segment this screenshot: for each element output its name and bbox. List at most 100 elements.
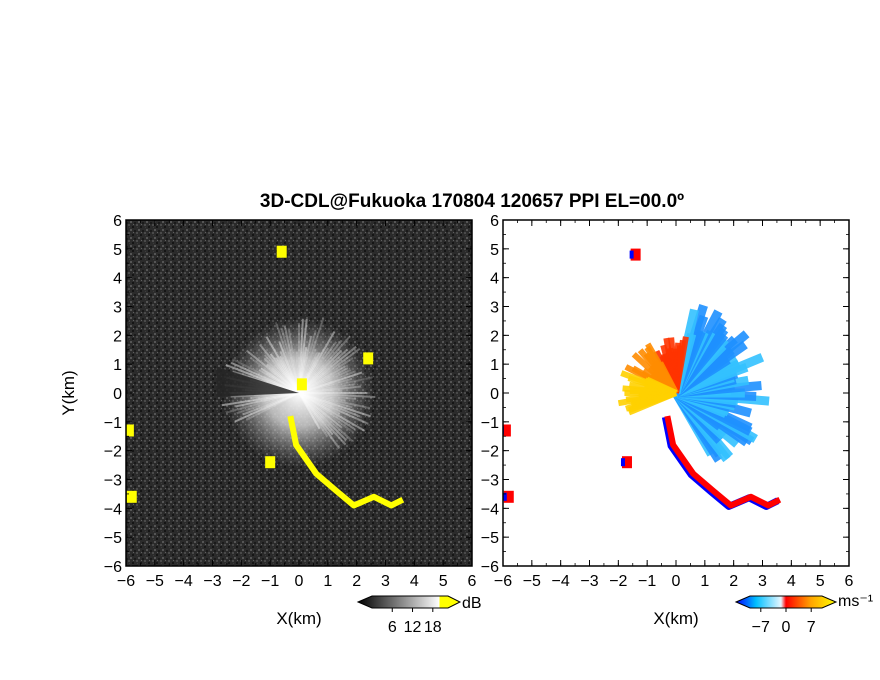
- y-tick-label: 3: [113, 300, 122, 317]
- echo-ray: [298, 335, 351, 394]
- echo-ray: [298, 392, 357, 400]
- velocity-colorbar-unit: ms⁻¹: [838, 593, 873, 610]
- y-tick-label: 4: [490, 271, 499, 288]
- clutter-patch: [126, 490, 137, 503]
- clutter-patch: [126, 424, 134, 437]
- echo-ray: [258, 369, 300, 394]
- reflectivity-colorbar-bar: [356, 595, 462, 609]
- y-tick-label: 5: [113, 242, 122, 259]
- echo-ray: [298, 357, 354, 394]
- echo-ray: [298, 392, 346, 402]
- echo-ray: [235, 392, 300, 408]
- reflectivity-colorbar: 6 12 18 dB: [356, 595, 482, 636]
- velocity-colorbar-tick-label: 7: [807, 619, 816, 636]
- x-tick-label: 2: [729, 573, 738, 590]
- echo-ray: [245, 392, 300, 421]
- y-tick-label: 0: [113, 386, 122, 403]
- clutter-patch: [503, 490, 514, 503]
- y-tick-label: 1: [113, 357, 122, 374]
- clutter-echoes: [126, 245, 405, 509]
- echo-ray: [298, 392, 353, 409]
- clutter-line: [287, 415, 405, 509]
- y-tick-label: 6: [490, 213, 499, 230]
- clutter-patch: [503, 424, 511, 437]
- y-tick-label: 6: [113, 213, 122, 230]
- velocity-panel: −6 −5 −4 −3 −2 −1 0 1 2 3 4 5 6 −6 −5 −4 −3 −2 −1 0 1 2 3 4 5 6 X…: [481, 213, 854, 628]
- echo-ray: [221, 392, 300, 407]
- echo-ray: [298, 383, 356, 394]
- x-tick-label: 2: [352, 573, 361, 590]
- x-tick-label: −6: [117, 573, 135, 590]
- reflectivity-ticks: −6 −5 −4 −3 −2 −1 0 1 2 3 4 5 6 −6 −5 −4 −3 −2 −1 0 1 2 3 4 5 6: [104, 213, 477, 590]
- echo-ray: [298, 392, 356, 431]
- clutter-patch-edge: [629, 250, 634, 259]
- echo-ray: [250, 392, 300, 400]
- echo-ray: [298, 392, 321, 430]
- y-tick-label: 1: [490, 357, 499, 374]
- x-tick-label: −3: [580, 573, 598, 590]
- echo-ray: [298, 392, 369, 425]
- x-tick-label: 0: [672, 573, 681, 590]
- echo-ray: [279, 350, 300, 394]
- echo-ray: [298, 392, 361, 418]
- figure-title: 3D-CDL@Fukuoka 170804 120657 PPI EL=00.0…: [260, 191, 684, 212]
- x-tick-label: 3: [758, 573, 767, 590]
- y-tick-label: −4: [104, 501, 122, 518]
- clutter-patch-edge: [620, 458, 625, 467]
- echo-ray: [230, 361, 300, 394]
- y-tick-label: 5: [490, 242, 499, 259]
- y-tick-label: 0: [490, 386, 499, 403]
- echo-ray: [298, 371, 363, 394]
- echo-ray: [258, 343, 300, 394]
- echo-ray: [236, 392, 300, 415]
- reflectivity-xlabel: X(km): [276, 609, 321, 628]
- y-tick-label: 4: [113, 271, 122, 288]
- echo-ray: [298, 392, 329, 438]
- echo-ray: [263, 354, 300, 394]
- y-tick-label: −5: [104, 530, 122, 547]
- y-tick-label: −6: [104, 559, 122, 576]
- velocity-colorbar-bar: [734, 595, 838, 609]
- x-tick-label: −4: [552, 573, 570, 590]
- bright-echo: [216, 317, 376, 468]
- velocity-colorbar: −7 0 7 ms⁻¹: [734, 593, 873, 636]
- echo-ray: [242, 392, 300, 416]
- reflectivity-colorbar-unit: dB: [462, 595, 482, 612]
- velocity-sectors: [617, 304, 770, 463]
- y-tick-label: −6: [481, 559, 499, 576]
- clutter-patch: [276, 245, 287, 258]
- echo-ray: [249, 356, 300, 394]
- x-tick-label: −2: [232, 573, 250, 590]
- clutter-patch: [621, 456, 632, 469]
- echo-ray: [298, 376, 373, 394]
- echo-ray: [298, 369, 351, 394]
- x-tick-label: −2: [609, 573, 627, 590]
- echo-ray: [298, 348, 348, 394]
- velocity-xlabel: X(km): [653, 609, 698, 628]
- echo-ray: [263, 357, 300, 394]
- echo-ray: [298, 392, 355, 434]
- echo-ray: [298, 367, 349, 394]
- x-tick-label: 6: [468, 573, 477, 590]
- y-tick-label: 3: [490, 300, 499, 317]
- velocity-ticks: −6 −5 −4 −3 −2 −1 0 1 2 3 4 5 6 −6 −5 −4 −3 −2 −1 0 1 2 3 4 5 6: [481, 213, 854, 590]
- clutter-patch-edge: [503, 492, 507, 501]
- echo-ray: [260, 367, 300, 394]
- echo-ray: [234, 392, 300, 423]
- receding-ray: [627, 390, 678, 416]
- y-tick-label: 2: [113, 328, 122, 345]
- x-tick-label: −5: [146, 573, 164, 590]
- echo-ray: [275, 322, 300, 394]
- echo-ray: [269, 353, 300, 394]
- clutter-line: [664, 415, 782, 509]
- echo-ray: [298, 370, 356, 394]
- y-tick-label: −1: [481, 415, 499, 432]
- echo-ray: [266, 363, 300, 394]
- y-tick-label: −3: [104, 473, 122, 490]
- echo-ray: [245, 349, 300, 394]
- y-tick-label: −2: [104, 444, 122, 461]
- echo-ray: [298, 377, 353, 394]
- x-tick-label: −1: [638, 573, 656, 590]
- echo-ray: [265, 336, 300, 394]
